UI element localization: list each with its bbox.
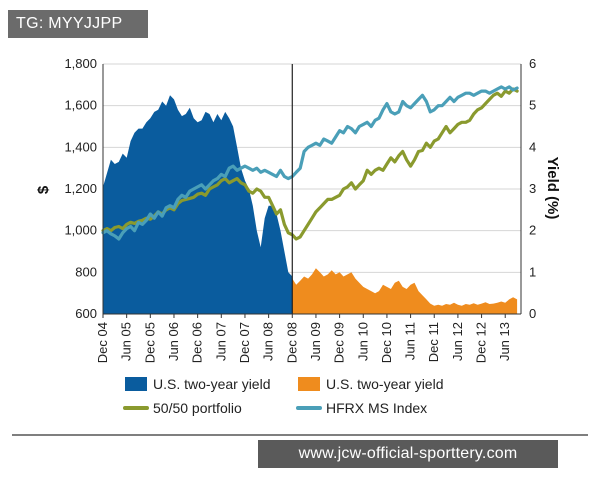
x-tick-label: Dec 10 — [379, 322, 394, 363]
x-tick-label: Jun 07 — [213, 322, 228, 361]
legend-label: U.S. two-year yield — [153, 376, 270, 392]
yield-area — [292, 268, 518, 314]
left-tick-label: 1,000 — [64, 223, 97, 238]
legend-swatch — [298, 377, 320, 391]
x-tick-label: Jun 12 — [450, 322, 465, 361]
right-tick-label: 0 — [529, 306, 536, 321]
x-tick-label: Dec 05 — [142, 322, 157, 363]
x-tick-label: Dec 08 — [284, 322, 299, 363]
right-tick-label: 3 — [529, 181, 536, 196]
area-series — [103, 95, 518, 314]
left-tick-label: 600 — [75, 306, 97, 321]
line-series — [101, 85, 519, 241]
right-tick-label: 5 — [529, 98, 536, 113]
left-tick-label: 1,600 — [64, 98, 97, 113]
x-tick-label: Jun 08 — [261, 322, 276, 361]
left-axis-title: $ — [35, 185, 52, 194]
x-tick-label: Jun 06 — [166, 322, 181, 361]
right-tick-label: 2 — [529, 223, 536, 238]
x-tick-label: Jun 10 — [355, 322, 370, 361]
right-tick-label: 4 — [529, 139, 536, 154]
legend: U.S. two-year yield U.S. two-year yield 50… — [123, 376, 443, 416]
right-axis-ticks: 0 1 2 3 4 5 6 — [529, 56, 536, 321]
left-tick-label: 1,400 — [64, 139, 97, 154]
x-tick-label: Dec 04 — [95, 322, 110, 363]
x-tick-label: Jun 11 — [403, 322, 418, 360]
legend-label: 50/50 portfolio — [153, 400, 242, 416]
watermark: www.jcw-official-sporttery.com — [258, 440, 558, 468]
x-tick-label: Jun 13 — [497, 322, 512, 361]
legend-label: U.S. two-year yield — [326, 376, 443, 392]
tag-banner: TG: MYYJJPP — [8, 10, 148, 38]
left-tick-label: 800 — [75, 264, 97, 279]
x-tick-label: Dec 11 — [426, 322, 441, 362]
x-tick-label: Dec 06 — [190, 322, 205, 363]
x-tick-label: Dec 09 — [332, 322, 347, 363]
yield-area — [103, 95, 293, 314]
right-tick-label: 1 — [529, 264, 536, 279]
hfrx-ms-index-line — [101, 85, 519, 241]
legend-label: HFRX MS Index — [326, 400, 427, 416]
x-tick-label: Jun 09 — [308, 322, 323, 361]
left-tick-label: 1,800 — [64, 56, 97, 71]
x-tick-label: Dec 12 — [474, 322, 489, 363]
legend-swatch — [125, 377, 147, 391]
right-axis-title: Yield (%) — [544, 157, 561, 220]
axes — [102, 64, 522, 315]
x-tick-label: Dec 07 — [237, 322, 252, 363]
left-tick-label: 1,200 — [64, 181, 97, 196]
x-axis-ticks: Dec 04 Jun 05 Dec 05 Jun 06 Dec 06 Jun 07 Dec … — [95, 314, 512, 363]
x-tick-label: Jun 05 — [119, 322, 134, 361]
right-tick-label: 6 — [529, 56, 536, 71]
50-50-portfolio-line — [101, 87, 519, 241]
left-axis-ticks: 600 800 1,000 1,200 1,400 1,600 1,800 — [64, 56, 97, 321]
